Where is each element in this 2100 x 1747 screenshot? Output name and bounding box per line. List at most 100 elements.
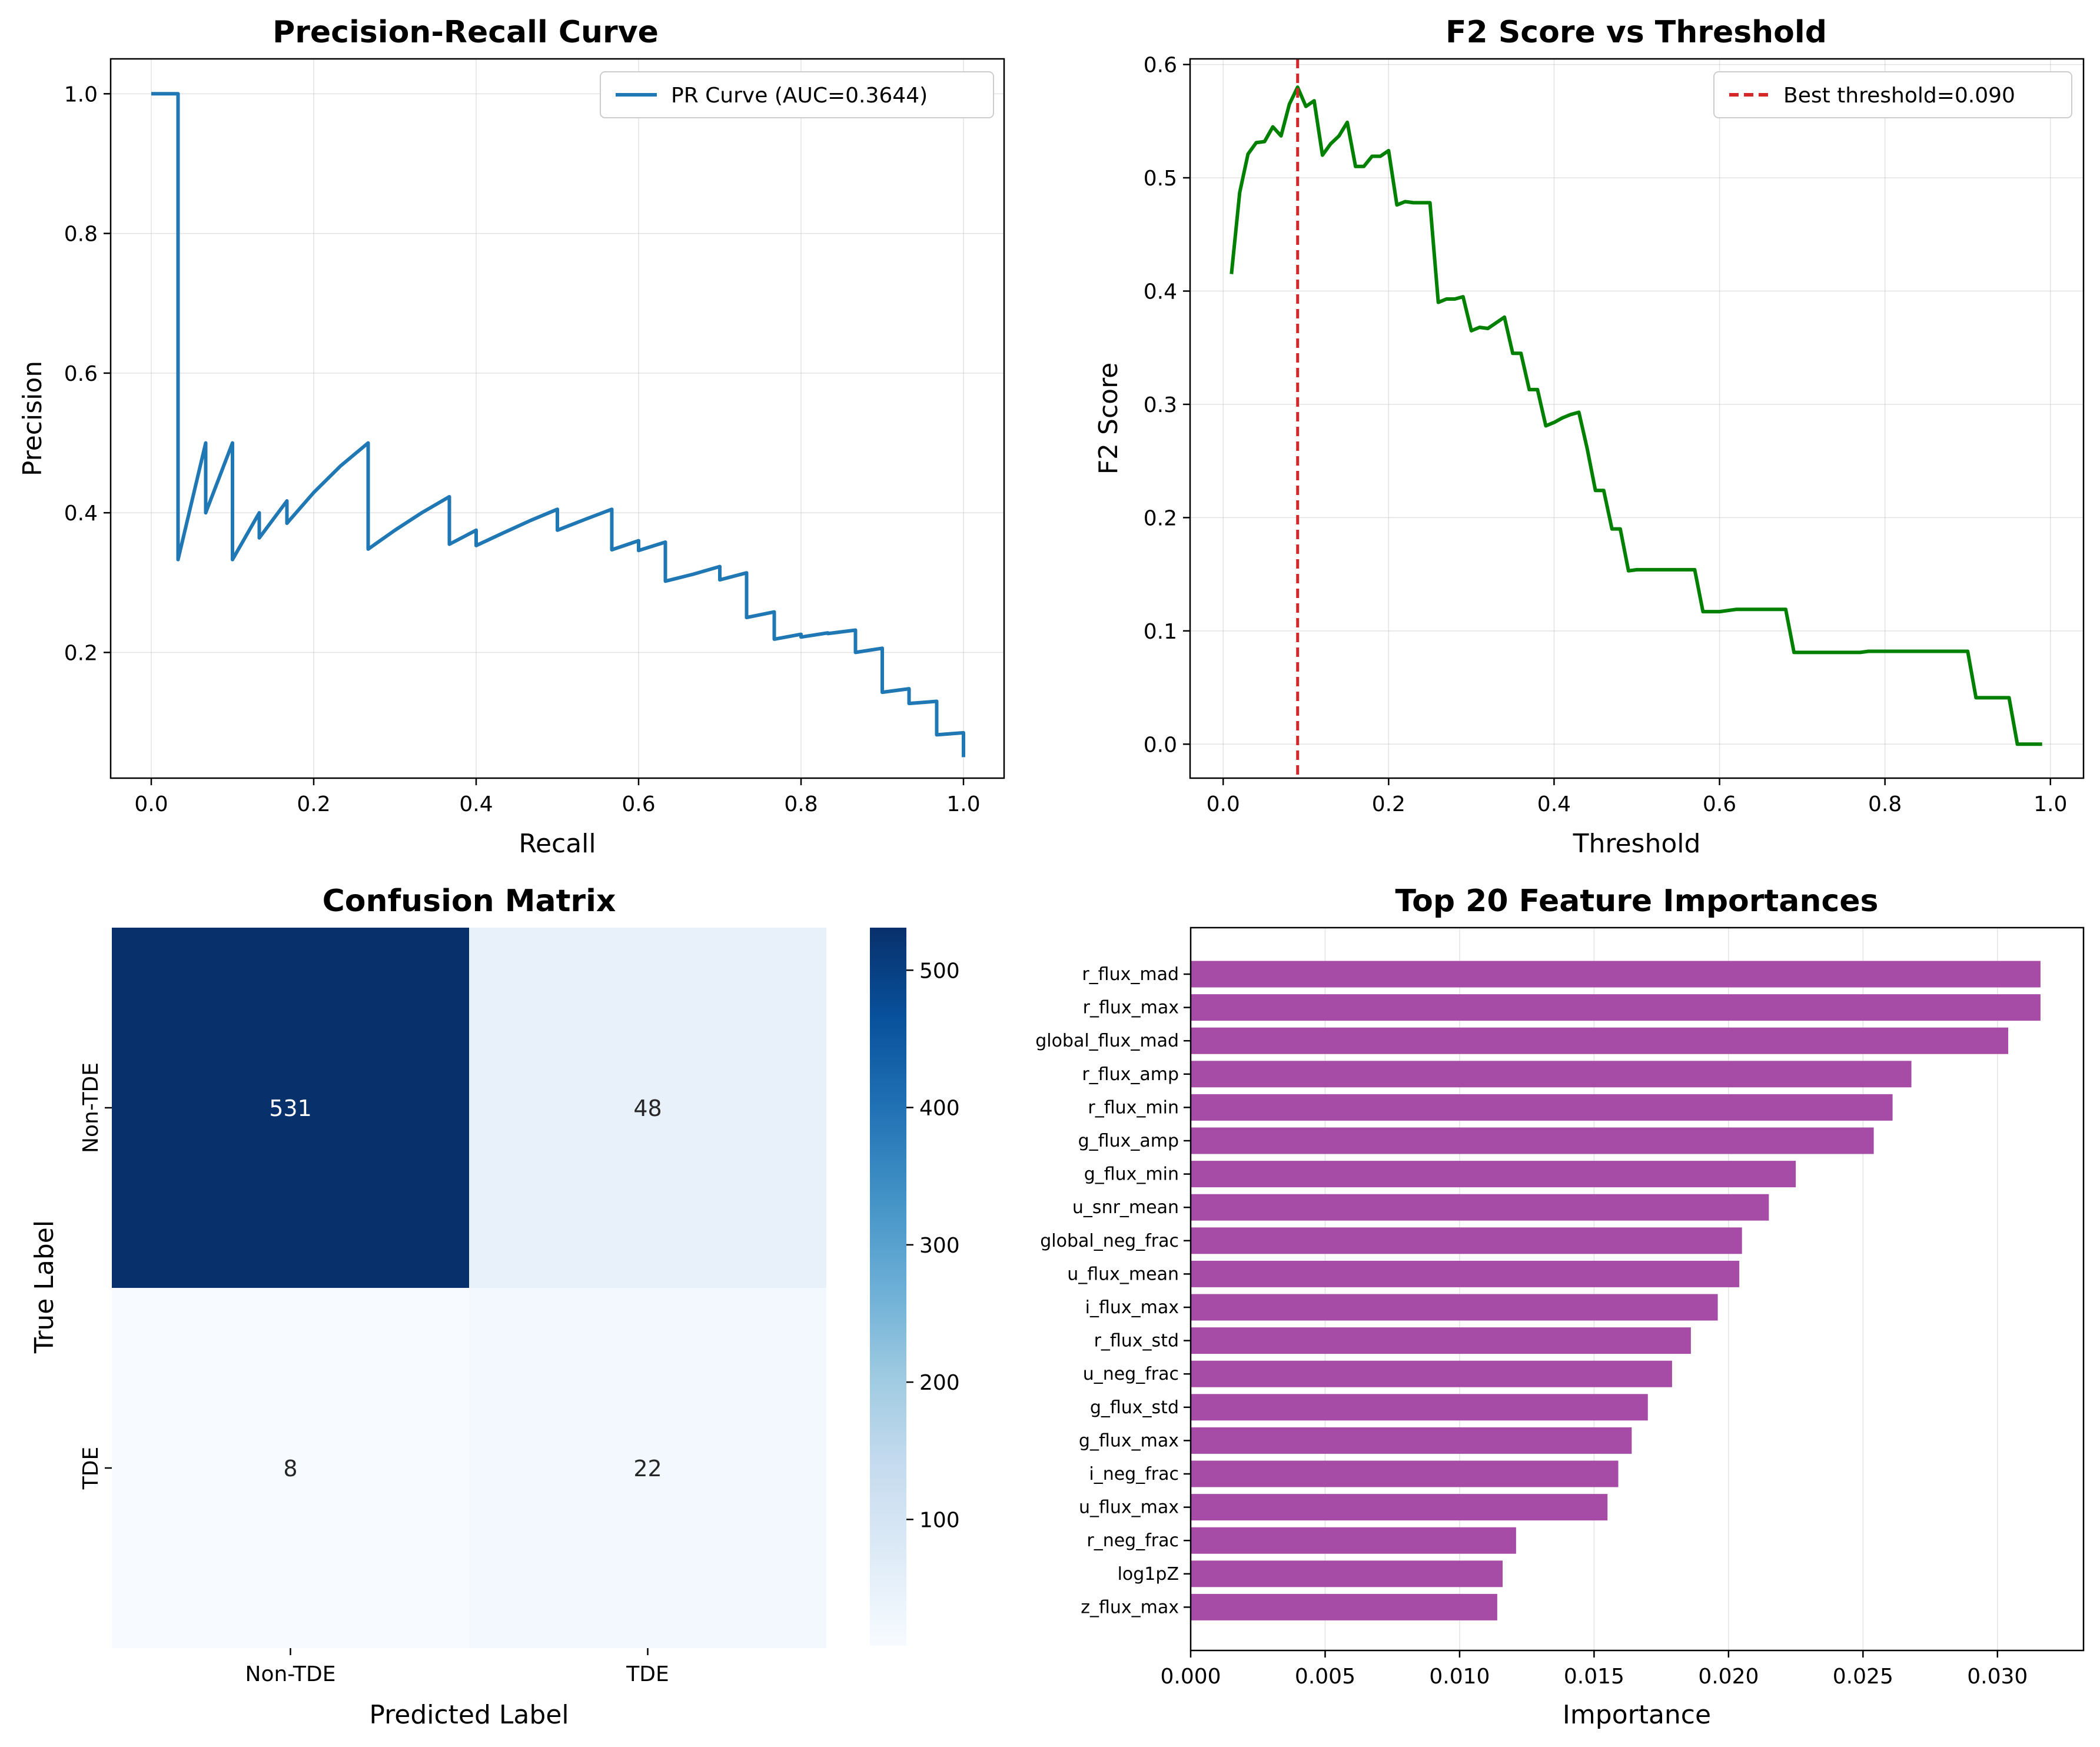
fi-ytick-label: u_snr_mean [1072,1197,1179,1218]
pr-xtick-label: 0.0 [134,792,168,816]
f2-ytick-label: 0.3 [1144,393,1177,417]
cm-cell [112,928,469,1288]
cm-cell-value: 531 [269,1095,312,1121]
fi-ytick-label: r_flux_amp [1082,1064,1179,1085]
fi-bar [1191,1527,1516,1554]
fi-xlabel: Importance [1563,1700,1711,1730]
f2-ytick-label: 0.5 [1144,167,1177,191]
feature-importance-panel: Top 20 Feature Importances 0.000 0.005 0.0… [1035,884,2085,1730]
fi-bar [1191,994,2041,1021]
fi-bar [1191,1260,1740,1287]
f2-legend-box [1713,71,2072,118]
fi-bar [1191,1394,1648,1421]
pr-legend: PR Curve (AUC=0.3644) [600,71,994,118]
fi-bar [1191,1094,1893,1121]
f2-xtick-label: 0.2 [1372,792,1405,816]
cm-title: Confusion Matrix [323,884,616,919]
fi-bar [1191,1427,1632,1454]
fi-bar [1191,1294,1718,1321]
pr-legend-label: PR Curve (AUC=0.3644) [671,84,928,108]
pr-ytick-label: 0.2 [64,641,98,665]
f2-axes-frame [1189,58,2085,779]
fi-axes-frame [1189,926,2085,1652]
f2-ytick-label: 0.2 [1144,506,1177,530]
f2-xtick-label: 0.8 [1868,792,1902,816]
pr-xtick-label: 0.6 [622,792,655,816]
f2-title: F2 Score vs Threshold [1446,15,1827,50]
pr-ytick-label: 0.6 [64,362,98,386]
confusion-matrix-panel: Confusion Matrix 531 48 8 22 Non-TDE TDE Non-… [29,884,960,1730]
fi-bar [1191,1161,1796,1188]
pr-xlabel: Recall [519,829,596,859]
f2-panel: F2 Score vs Threshold 0.0 0.2 0.4 0.6 0.8 1.0… [1094,15,2085,859]
f2-ytick-label: 0.1 [1144,620,1177,644]
cm-colorbar-tick-label: 100 [919,1508,960,1532]
fi-ytick-label: global_flux_mad [1035,1031,1179,1051]
f2-xlabel: Threshold [1573,829,1701,859]
fi-xtick-label: 0.000 [1160,1665,1221,1689]
f2-series-line [1230,85,2042,746]
fi-xtick-label: 0.005 [1295,1665,1355,1689]
f2-xtick-label: 1.0 [2033,792,2067,816]
fi-bar [1191,1194,1769,1221]
pr-ytick-label: 1.0 [64,82,98,107]
cm-ylabel: True Label [29,1220,59,1354]
f2-ytick-label: 0.0 [1144,733,1177,757]
pr-xtick-label: 0.8 [784,792,818,816]
cm-cell-value: 22 [633,1456,662,1482]
fi-bar [1191,1227,1742,1254]
fi-ytick-label: g_flux_std [1090,1397,1179,1418]
fi-ytick-label: g_flux_min [1084,1164,1179,1185]
fi-bar [1191,1460,1619,1487]
f2-legend: Best threshold=0.090 [1713,71,2072,118]
fi-bar [1191,961,2041,988]
cm-ytick-label: TDE [79,1447,103,1490]
fi-bar [1191,1560,1503,1587]
fi-bar [1191,1327,1691,1354]
pr-series-line [151,92,965,758]
fi-ytick-label: i_neg_frac [1089,1464,1179,1484]
f2-xtick-label: 0.6 [1703,792,1736,816]
cm-colorbar-tick-label: 300 [919,1234,960,1258]
cm-colorbar-tick-label: 400 [919,1097,960,1121]
f2-ylabel: F2 Score [1094,363,1124,475]
cm-cell-value: 8 [283,1456,297,1482]
pr-xtick-label: 1.0 [946,792,980,816]
pr-xtick-label: 0.4 [459,792,493,816]
fi-xtick-label: 0.025 [1833,1665,1893,1689]
fi-bar [1191,1593,1497,1620]
pr-xtick-label: 0.2 [297,792,330,816]
cm-xlabel: Predicted Label [369,1700,569,1730]
cm-cell [112,1288,469,1648]
cm-colorbar [870,928,906,1646]
fi-ytick-label: z_flux_max [1081,1597,1179,1618]
fi-bar [1191,1061,1912,1088]
cm-colorbar-tick-label: 500 [919,959,960,983]
cm-xtick-label: Non-TDE [245,1662,336,1686]
f2-ytick-label: 0.6 [1144,54,1177,78]
f2-legend-label: Best threshold=0.090 [1783,84,2015,108]
pr-title: Precision-Recall Curve [273,15,659,50]
pr-ytick-label: 0.4 [64,501,98,526]
fi-ytick-label: r_flux_std [1094,1331,1179,1351]
cm-ytick-label: Non-TDE [79,1062,103,1153]
fi-ytick-label: u_flux_mean [1067,1264,1179,1284]
fi-ytick-label: u_flux_max [1079,1497,1179,1518]
fi-xtick-label: 0.020 [1698,1665,1759,1689]
fi-ytick-label: i_flux_max [1085,1297,1179,1318]
f2-ytick-label: 0.4 [1144,280,1177,304]
fi-ytick-label: g_flux_max [1079,1430,1179,1451]
fi-bar [1191,1494,1608,1521]
fi-ytick-label: log1pZ [1118,1564,1179,1585]
fi-title: Top 20 Feature Importances [1395,884,1879,919]
fi-ytick-label: u_neg_frac [1083,1364,1179,1384]
fi-xtick-label: 0.010 [1429,1665,1490,1689]
fi-bar [1191,1027,2009,1054]
fi-xtick-label: 0.030 [1967,1665,2028,1689]
pr-axes-frame [109,58,1005,779]
fi-ytick-label: global_neg_frac [1040,1231,1179,1251]
pr-legend-box [600,71,994,118]
fi-bar [1191,1127,1874,1154]
cm-cell [469,928,826,1288]
cm-cell-value: 48 [633,1095,662,1121]
